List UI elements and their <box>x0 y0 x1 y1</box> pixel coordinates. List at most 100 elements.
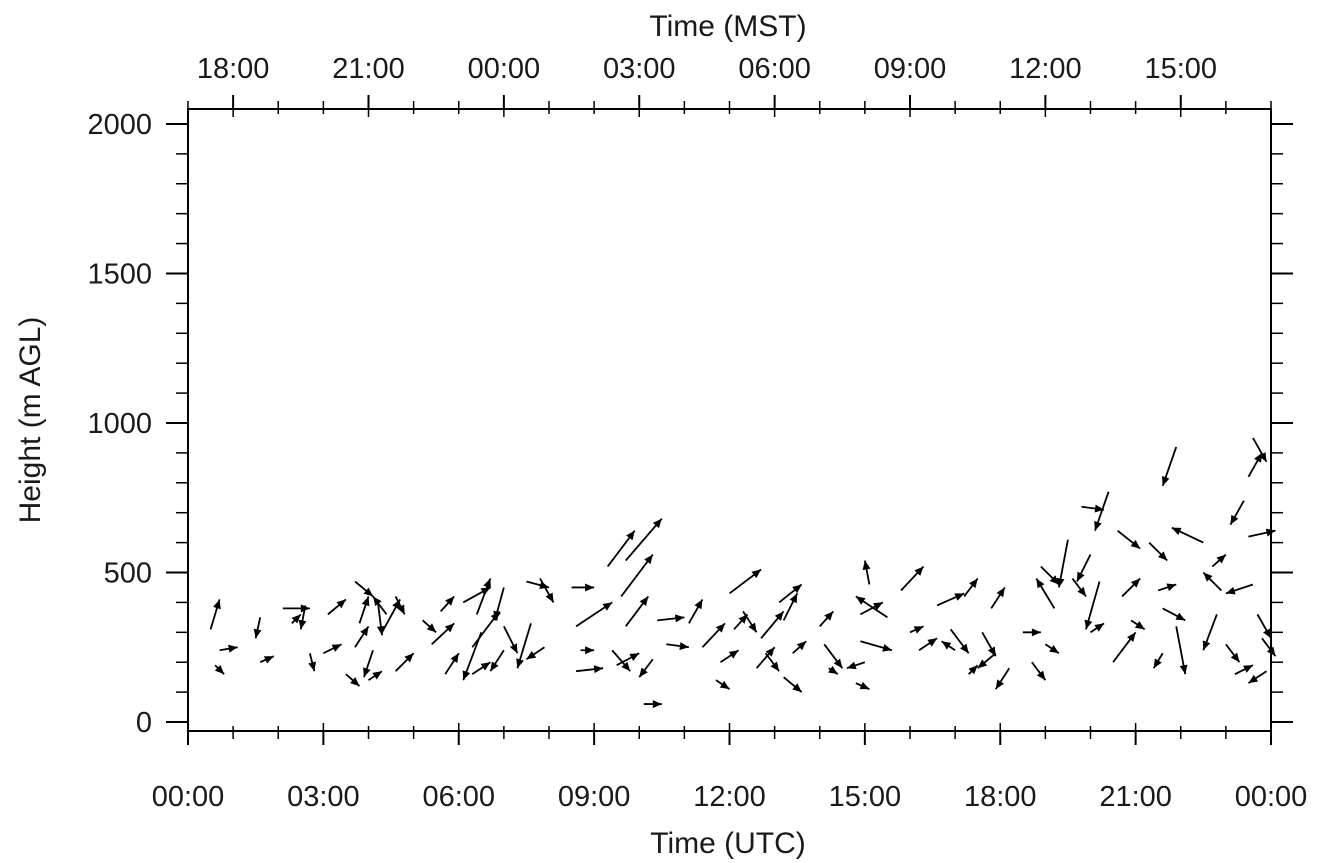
wind-vector-shaft <box>625 518 663 562</box>
wind-vector-head <box>585 646 595 655</box>
wind-vector <box>571 583 595 592</box>
wind-vector-head <box>426 623 437 633</box>
x-tick-label-top: 15:00 <box>1144 53 1217 85</box>
wind-vector-head <box>1076 571 1085 582</box>
wind-vector <box>1040 565 1060 586</box>
x-axis-title-top: Time (MST) <box>649 10 806 43</box>
wind-vector-head <box>694 599 703 610</box>
wind-vector <box>363 649 374 678</box>
wind-vector-head <box>969 578 978 589</box>
wind-vector <box>431 622 455 645</box>
y-tick-label: 1500 <box>87 258 152 290</box>
wind-vector <box>1035 578 1056 609</box>
wind-vector <box>372 595 388 615</box>
wind-vector <box>1161 446 1178 487</box>
x-tick-label-top: 06:00 <box>738 53 811 85</box>
wind-vector-head <box>1130 578 1141 588</box>
wind-vector <box>354 580 374 598</box>
wind-vector-head <box>1049 644 1059 654</box>
wind-vector-head <box>361 596 370 607</box>
wind-vector-head <box>960 643 969 654</box>
plot-border <box>187 108 1272 732</box>
wind-vector <box>327 598 347 616</box>
wind-vector-head <box>1216 554 1226 564</box>
wind-vector-head <box>526 650 537 660</box>
wind-vector <box>259 655 275 664</box>
wind-vector <box>1247 670 1267 684</box>
x-tick-label-bottom: 06:00 <box>422 781 495 813</box>
wind-vector <box>823 643 844 669</box>
wind-vector-head <box>789 593 798 604</box>
wind-vector-head <box>360 626 369 637</box>
wind-vector <box>715 679 730 690</box>
wind-vector <box>1171 526 1204 544</box>
wind-vector <box>900 565 925 592</box>
wind-vector <box>1081 504 1105 513</box>
wind-vector-head <box>1134 621 1145 630</box>
wind-vector-head <box>1166 583 1177 592</box>
wind-vector-head <box>263 656 274 664</box>
x-tick-label-bottom: 00:00 <box>152 781 225 813</box>
wind-vector-head <box>770 661 780 672</box>
wind-vector-head <box>1036 670 1046 681</box>
wind-vector-head <box>1094 520 1102 531</box>
wind-vector-head <box>1084 619 1093 630</box>
wind-vector-head <box>1248 674 1259 684</box>
wind-vector <box>941 640 956 652</box>
x-tick-label-bottom: 15:00 <box>829 781 902 813</box>
wind-vector-head <box>862 560 871 571</box>
wind-vector <box>625 518 663 562</box>
wind-vector <box>1121 577 1141 598</box>
wind-vector-head <box>213 599 221 610</box>
wind-vector-head <box>1230 514 1239 525</box>
wind-vector <box>643 700 662 709</box>
wind-vector <box>846 661 866 670</box>
wind-vector <box>657 614 685 623</box>
wind-vector-head <box>1127 632 1136 642</box>
wind-vector-head <box>331 644 342 652</box>
wind-vector-head <box>372 671 383 680</box>
x-tick-label-bottom: 00:00 <box>1235 781 1308 813</box>
x-tick-label-top: 09:00 <box>874 53 947 85</box>
wind-vector-head <box>308 661 317 672</box>
wind-vector-head <box>253 628 262 639</box>
wind-vector <box>828 665 839 675</box>
wind-vector-head <box>639 596 649 607</box>
wind-vector <box>1090 622 1105 634</box>
wind-vector <box>855 681 870 690</box>
wind-vector <box>1202 614 1218 651</box>
wind-vector-head <box>873 602 883 611</box>
wind-vector-head <box>1094 623 1105 632</box>
wind-vector-head <box>373 596 382 607</box>
wind-vector-head <box>228 644 238 653</box>
wind-vector <box>760 610 785 639</box>
wind-vector <box>949 628 970 654</box>
wind-vector-head <box>1031 628 1041 637</box>
wind-vector-head <box>748 622 757 633</box>
wind-vector-head <box>291 614 301 624</box>
wind-vector <box>624 595 649 627</box>
x-tick-label-top: 00:00 <box>468 53 541 85</box>
wind-vector-head <box>1171 527 1182 536</box>
wind-vector-head <box>941 641 952 650</box>
wind-vector <box>575 601 613 628</box>
wind-vector-head <box>626 530 635 541</box>
wind-vector <box>1157 583 1177 592</box>
wind-vector <box>918 637 938 652</box>
wind-vector <box>539 578 555 603</box>
wind-vector-head <box>490 661 499 672</box>
wind-vector <box>782 593 798 621</box>
wind-vector <box>968 664 979 675</box>
x-tick-label-bottom: 03:00 <box>287 781 360 813</box>
wind-vector <box>1152 652 1164 669</box>
wind-vector-head <box>913 626 924 634</box>
y-tick-label: 500 <box>104 558 152 590</box>
wind-vector <box>936 592 965 607</box>
wind-vector <box>1225 643 1241 663</box>
wind-vector <box>475 578 492 615</box>
wind-vector <box>444 652 460 675</box>
wind-vector-head <box>1077 586 1086 597</box>
wind-vector-head <box>1265 528 1276 537</box>
wind-vector <box>1175 626 1188 675</box>
